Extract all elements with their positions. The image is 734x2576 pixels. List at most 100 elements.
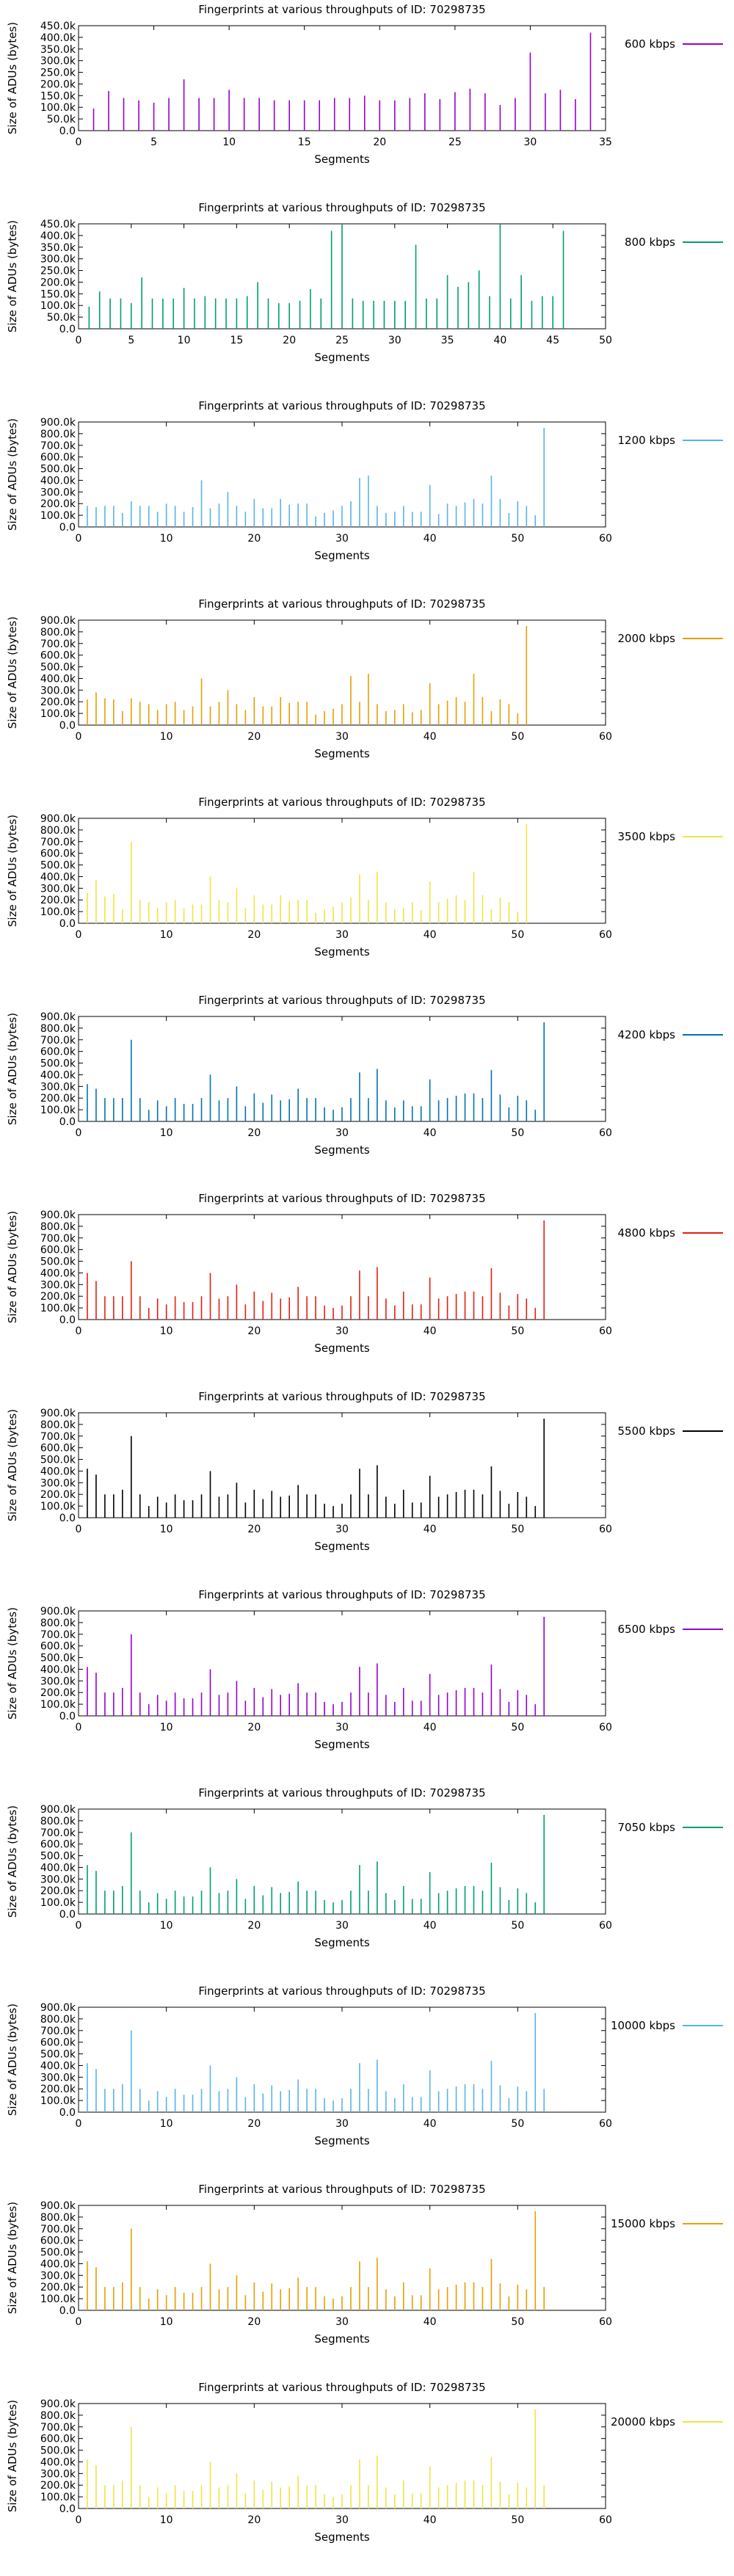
y-tick-label: 450.0k [40,21,76,32]
chart-svg: Fingerprints at various throughputs of I… [6,2183,723,2346]
legend-label: 5500 kbps [618,1425,676,1438]
x-tick-label: 0 [76,1524,82,1535]
series-bars [87,1220,545,1320]
y-tick-label: 900.0k [40,2200,76,2212]
y-tick-label: 100.0k [40,1699,76,1711]
chart-panel: Fingerprints at various throughputs of I… [0,1189,734,1387]
y-tick-label: 0.0 [59,2503,76,2515]
y-tick-label: 700.0k [40,1827,76,1839]
x-tick-label: 60 [599,1920,612,1932]
y-tick-label: 200.0k [40,277,76,288]
y-tick-label: 0.0 [59,2305,76,2317]
x-axis-label: Segments [314,2530,370,2544]
x-tick-label: 10 [160,2316,173,2328]
x-tick-label: 20 [247,1325,261,1337]
y-tick-label: 0.0 [59,1116,76,1128]
y-tick-label: 600.0k [40,2434,76,2445]
y-tick-label: 0.0 [59,324,76,335]
x-tick-label: 50 [511,1127,524,1139]
chart-svg: Fingerprints at various throughputs of I… [6,1786,723,1949]
legend-label: 15000 kbps [611,2217,675,2230]
x-tick-label: 40 [424,2316,437,2328]
y-tick-label: 100.0k [40,2095,76,2107]
y-tick-label: 900.0k [40,2398,76,2410]
x-tick-label: 60 [599,1524,612,1535]
x-tick-label: 60 [599,2316,612,2328]
chart-title: Fingerprints at various throughputs of I… [198,2381,485,2394]
chart-panel: Fingerprints at various throughputs of I… [0,1387,734,1585]
y-tick-label: 700.0k [40,2224,76,2235]
y-tick-label: 600.0k [40,1245,76,1256]
x-tick-label: 20 [247,929,261,941]
x-tick-label: 50 [511,1524,524,1535]
y-tick-label: 150.0k [40,90,76,102]
x-tick-label: 40 [424,1920,437,1932]
y-tick-label: 350.0k [40,242,76,254]
x-tick-label: 30 [388,335,401,346]
y-tick-label: 200.0k [40,1489,76,1501]
y-tick-label: 700.0k [40,1629,76,1641]
chart-panel: Fingerprints at various throughputs of I… [0,594,734,793]
x-tick-label: 25 [448,137,462,148]
x-axis-label: Segments [314,945,370,958]
x-tick-label: 0 [76,929,82,941]
y-tick-label: 200.0k [40,498,76,510]
y-tick-label: 300.0k [40,2270,76,2282]
y-axis-label: Size of ADUs (bytes) [6,815,19,927]
y-tick-label: 50.0k [47,114,76,125]
y-tick-label: 600.0k [40,1839,76,1851]
x-tick-label: 50 [511,533,524,545]
chart-panel: Fingerprints at various throughputs of I… [0,0,734,198]
x-tick-label: 60 [599,533,612,545]
y-tick-label: 200.0k [40,2480,76,2492]
x-tick-label: 15 [230,335,243,346]
y-tick-label: 200.0k [40,895,76,906]
y-tick-label: 400.0k [40,871,76,883]
y-axis-label: Size of ADUs (bytes) [6,616,19,729]
x-tick-label: 20 [247,1524,261,1535]
legend-label: 7050 kbps [618,1821,676,1834]
y-tick-label: 400.0k [40,32,76,44]
x-tick-label: 10 [160,1325,173,1337]
chart-svg: Fingerprints at various throughputs of I… [6,994,723,1157]
chart-panel: Fingerprints at various throughputs of I… [0,2378,734,2576]
x-tick-label: 0 [76,1127,82,1139]
legend-label: 3500 kbps [618,830,676,843]
chart-title: Fingerprints at various throughputs of I… [198,1984,485,1998]
chart-svg: Fingerprints at various throughputs of I… [6,597,723,760]
series-bars [87,823,528,923]
series-bars [87,1418,545,1518]
x-tick-label: 50 [511,1920,524,1932]
x-tick-label: 40 [424,1722,437,1733]
chart-svg: Fingerprints at various throughputs of I… [6,399,723,562]
y-tick-label: 400.0k [40,230,76,242]
y-tick-label: 300.0k [40,1081,76,1093]
y-tick-label: 800.0k [40,2410,76,2422]
y-tick-label: 300.0k [40,1477,76,1489]
y-axis-label: Size of ADUs (bytes) [6,22,19,134]
x-tick-label: 0 [76,533,82,545]
y-tick-label: 200.0k [40,2282,76,2293]
chart-title: Fingerprints at various throughputs of I… [198,3,485,16]
x-tick-label: 0 [76,1325,82,1337]
x-tick-label: 50 [511,929,524,941]
y-tick-label: 0.0 [59,1909,76,1921]
y-tick-label: 900.0k [40,1408,76,1419]
chart-panel: Fingerprints at various throughputs of I… [0,1982,734,2180]
series-bars [87,625,528,725]
y-tick-label: 700.0k [40,1035,76,1047]
y-tick-label: 200.0k [40,1093,76,1105]
y-tick-label: 300.0k [40,1279,76,1291]
x-axis-label: Segments [314,1936,370,1949]
chart-title: Fingerprints at various throughputs of I… [198,1390,485,1403]
x-axis-label: Segments [314,351,370,364]
y-tick-label: 300.0k [40,56,76,68]
y-tick-label: 600.0k [40,1047,76,1058]
y-tick-label: 700.0k [40,837,76,848]
chart-panel: Fingerprints at various throughputs of I… [0,1783,734,1982]
x-axis-label: Segments [314,1342,370,1355]
chart-title: Fingerprints at various throughputs of I… [198,1588,485,1601]
y-tick-label: 200.0k [40,1885,76,1897]
series-bars [88,224,564,329]
chart-svg: Fingerprints at various throughputs of I… [6,3,723,166]
